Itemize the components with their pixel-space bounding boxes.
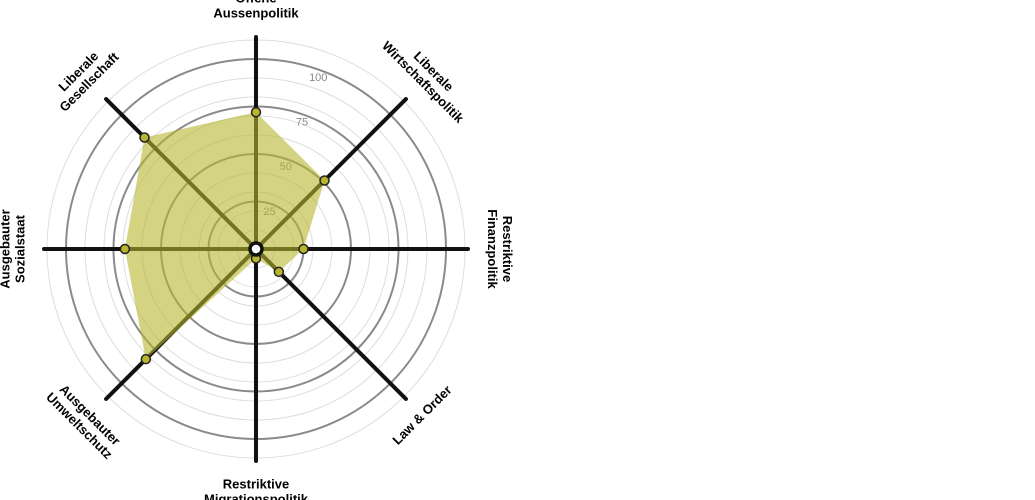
data-point-7	[139, 132, 150, 143]
data-point-3	[273, 266, 285, 278]
axis-label-2-line-1: Finanzpolitik	[485, 209, 500, 289]
axis-label-0-line-1: Aussenpolitik	[213, 5, 299, 20]
series-area	[124, 112, 325, 360]
axis-label-2-line-0: Restriktive	[500, 216, 515, 282]
axis-label-4-line-0: Restriktive	[223, 476, 289, 491]
data-point-0	[250, 106, 262, 118]
center-hub	[248, 241, 264, 257]
data-point-5	[140, 353, 152, 365]
axis-label-6: Ausgebauter Sozialstaat	[0, 209, 27, 288]
axis-label-0: OffeneAussenpolitik	[213, 0, 299, 20]
tick-label-2: 75	[296, 117, 308, 129]
data-point-2	[298, 243, 309, 255]
data-point-1	[319, 175, 330, 186]
axis-label-6-line-1: Sozialstaat	[12, 214, 27, 283]
axis-label-0-line-0: Offene	[235, 0, 276, 5]
data-point-6	[119, 243, 131, 255]
series-area-0	[124, 112, 325, 360]
axis-label-4-line-1: Migrationspolitik	[204, 491, 309, 500]
axis-label-6-line-0: Ausgebauter	[0, 209, 12, 288]
data-points	[119, 106, 330, 365]
tick-label-3: 100	[309, 72, 327, 84]
